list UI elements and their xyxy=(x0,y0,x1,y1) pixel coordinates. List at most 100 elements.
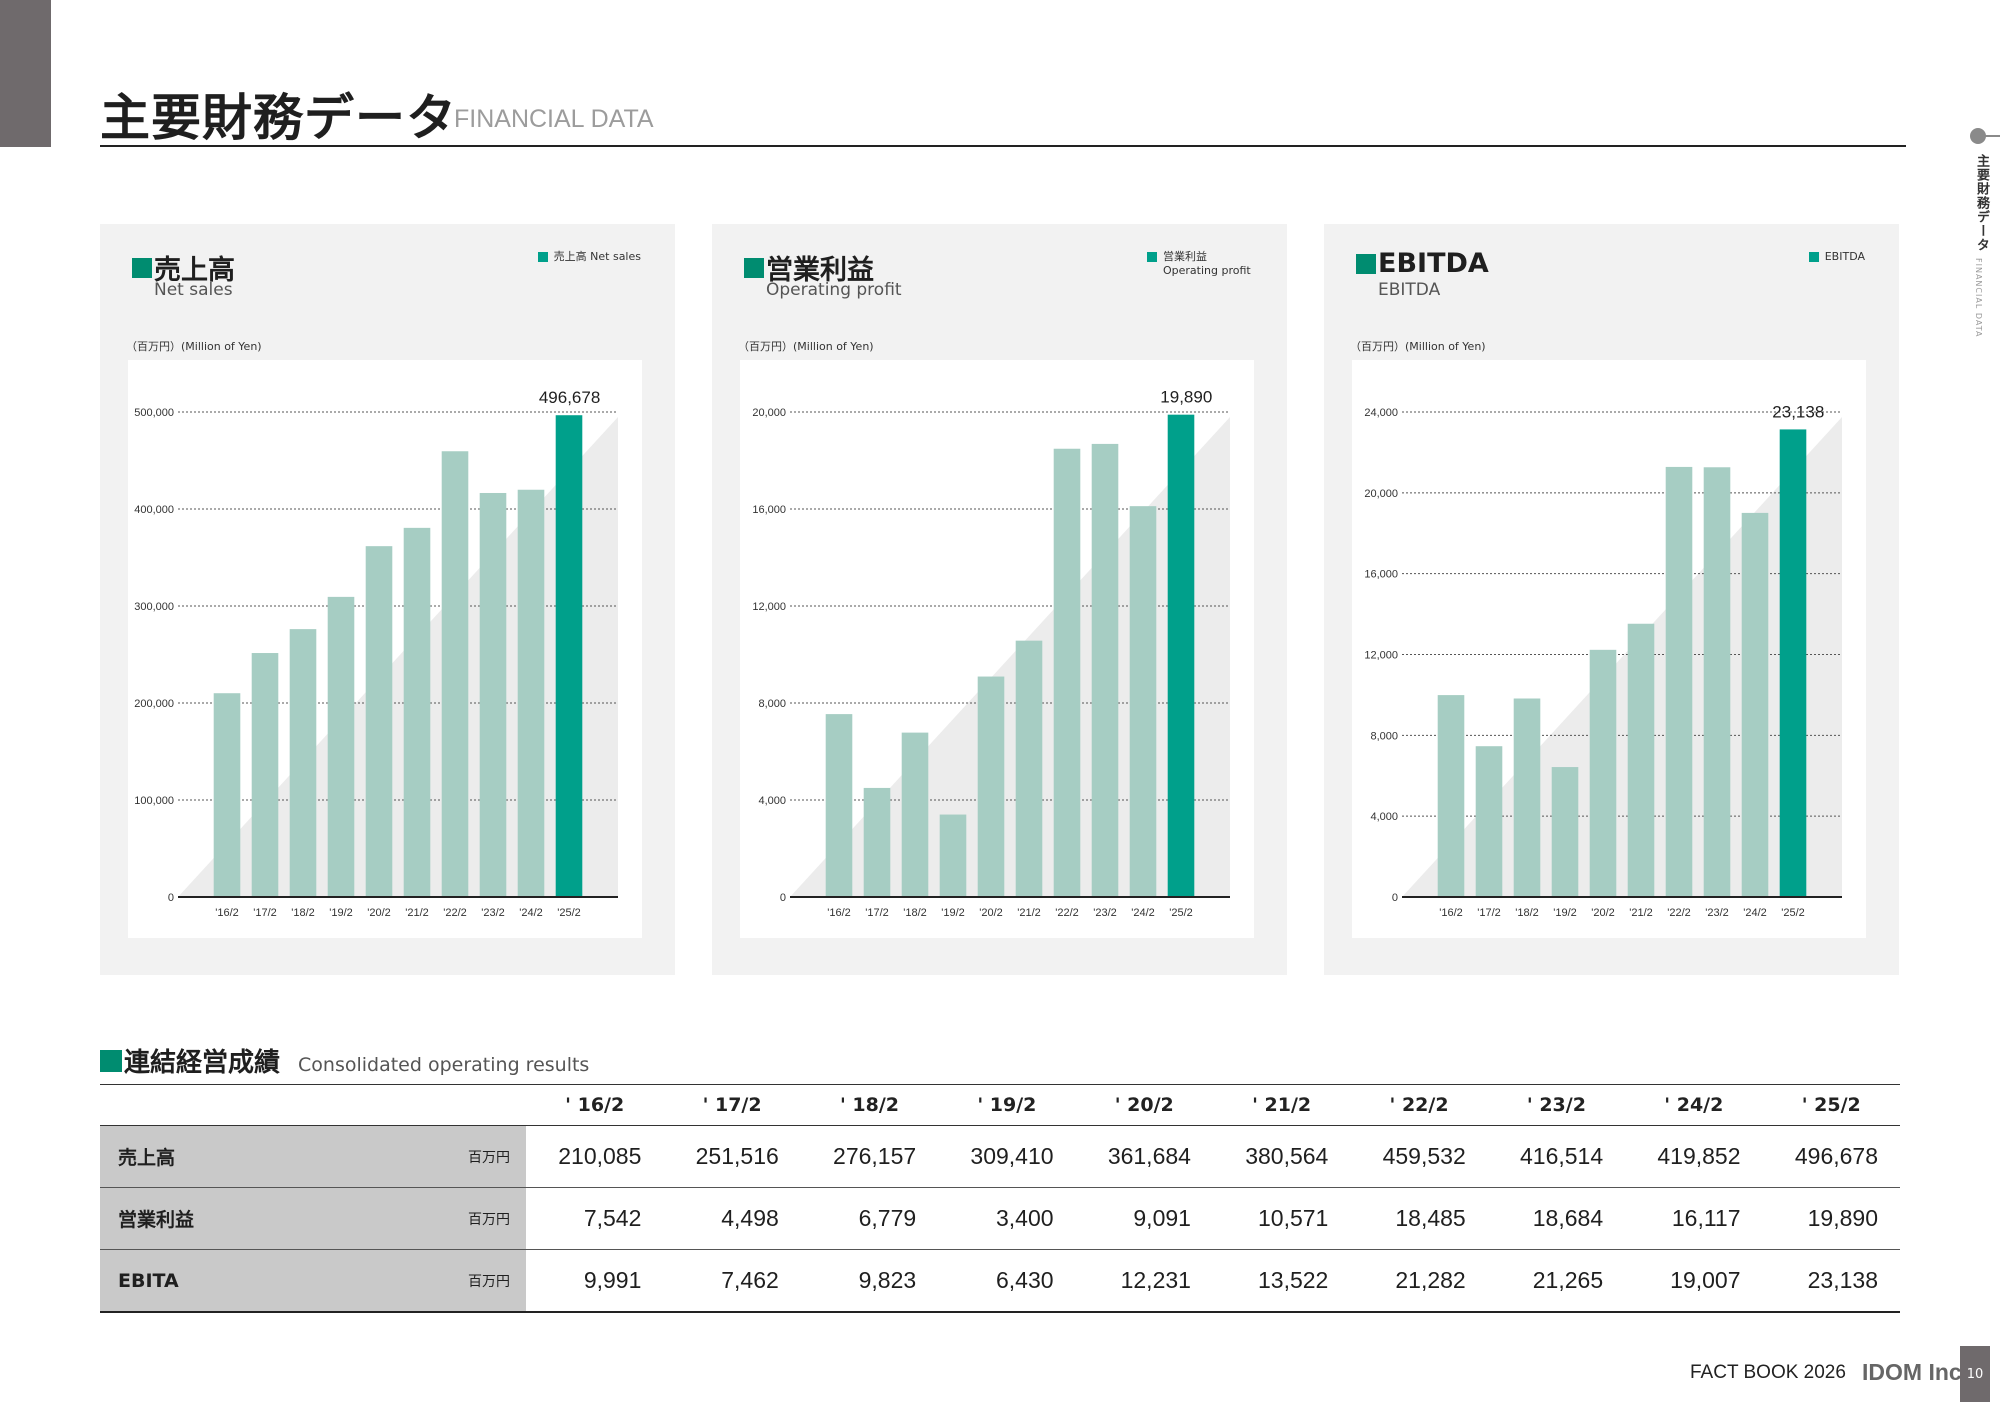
section-title: 連結経営成績 xyxy=(124,1048,281,1078)
table-cell: 19,890 xyxy=(1762,1187,1900,1250)
table-cell: 9,823 xyxy=(800,1249,939,1313)
x-tick-label: '16/2 xyxy=(827,907,851,919)
side-nav-line xyxy=(1978,135,2000,137)
bar xyxy=(1741,512,1769,897)
table-cell: 361,684 xyxy=(1075,1125,1213,1188)
table-cell: 251,516 xyxy=(663,1125,801,1188)
table-cell: 6,779 xyxy=(800,1187,939,1250)
bar xyxy=(1703,467,1731,897)
row-label: 売上高 xyxy=(100,1125,458,1188)
bar xyxy=(1167,414,1195,897)
y-tick-label: 16,000 xyxy=(752,504,786,516)
bar xyxy=(289,629,317,897)
legend-label: 営業利益 Operating profit xyxy=(1163,250,1251,277)
panel-title: 営業利益 xyxy=(744,248,874,287)
bar xyxy=(251,653,279,897)
year-header: ' 22/2 xyxy=(1350,1084,1488,1126)
legend-label: EBITDA xyxy=(1824,250,1865,263)
row-unit: 百万円 xyxy=(458,1249,526,1313)
bar xyxy=(939,814,967,897)
y-tick-label: 12,000 xyxy=(752,601,786,613)
x-tick-label: '20/2 xyxy=(367,907,391,919)
y-tick-label: 300,000 xyxy=(134,601,174,613)
x-tick-label: '17/2 xyxy=(253,907,277,919)
bar xyxy=(555,415,583,897)
panel-title-text: 営業利益 xyxy=(766,255,874,286)
panel-title-text: 売上高 xyxy=(154,255,235,286)
table-cell: 18,684 xyxy=(1487,1187,1626,1250)
x-tick-label: '16/2 xyxy=(1439,907,1463,919)
y-tick-label: 16,000 xyxy=(1364,569,1398,581)
bar xyxy=(327,596,355,897)
x-tick-label: '25/2 xyxy=(557,907,581,919)
corner-tab xyxy=(0,0,51,147)
x-tick-label: '23/2 xyxy=(481,907,505,919)
y-tick-label: 400,000 xyxy=(134,504,174,516)
bar xyxy=(863,787,891,897)
bar xyxy=(1551,767,1579,897)
panel-subtitle: EBITDA xyxy=(1378,280,1441,300)
y-tick-label: 8,000 xyxy=(1370,730,1398,742)
trend-wedge xyxy=(178,417,618,897)
x-tick-label: '21/2 xyxy=(1017,907,1041,919)
chart-operating-profit: 0 4,000 8,000 12,000 16,000 20,000 '16/2 '17/2 '… xyxy=(740,360,1254,938)
table-cell: 7,462 xyxy=(663,1249,801,1313)
legend-swatch-icon xyxy=(537,252,548,262)
x-tick-label: '22/2 xyxy=(443,907,467,919)
bar xyxy=(441,451,469,897)
highlight-value-label: 23,138 xyxy=(1772,402,1824,421)
trend-wedge xyxy=(1402,417,1842,897)
table-cell: 9,091 xyxy=(1075,1187,1213,1250)
y-tick-label: 100,000 xyxy=(134,795,174,807)
table-cell: 21,282 xyxy=(1350,1249,1488,1313)
y-tick-label: 0 xyxy=(780,892,786,904)
chart-ebitda-svg: 0 4,000 8,000 12,000 16,000 20,000 24,000 '16/2… xyxy=(1364,402,1842,919)
table-header-blank xyxy=(100,1084,458,1126)
bar xyxy=(479,492,507,897)
x-tick-label: '23/2 xyxy=(1093,907,1117,919)
panel-ebitda: EBITDA EBITDA EBITDA （百万円）(Million of Ye… xyxy=(1324,224,1899,975)
x-tick-label: '21/2 xyxy=(405,907,429,919)
table-row: 営業利益 百万円 7,542 4,498 6,779 3,400 9,091 1… xyxy=(100,1187,1900,1250)
bar xyxy=(1053,448,1081,897)
y-tick-label: 200,000 xyxy=(134,698,174,710)
table-row: 売上高 百万円 210,085 251,516 276,157 309,410 … xyxy=(100,1125,1900,1188)
table-cell: 23,138 xyxy=(1762,1249,1900,1313)
row-label: EBITA xyxy=(100,1249,458,1313)
y-tick-label: 4,000 xyxy=(758,795,786,807)
page-subtitle: FINANCIAL DATA xyxy=(454,105,654,133)
chart-legend: EBITDA xyxy=(1808,250,1865,264)
chart-ebitda: 0 4,000 8,000 12,000 16,000 20,000 24,000 '16/2… xyxy=(1352,360,1866,938)
legend-swatch-icon xyxy=(1147,252,1157,262)
bar xyxy=(1015,640,1043,897)
chart-legend: 営業利益 Operating profit xyxy=(1147,250,1253,278)
x-tick-label: '18/2 xyxy=(1515,907,1539,919)
x-tick-label: '17/2 xyxy=(865,907,889,919)
bar xyxy=(825,714,853,897)
trend-wedge xyxy=(790,417,1230,897)
x-tick-label: '23/2 xyxy=(1705,907,1729,919)
bar xyxy=(1513,698,1541,897)
footer-book-title: FACT BOOK 2026 xyxy=(1690,1362,1846,1383)
y-tick-label: 500,000 xyxy=(134,407,174,419)
panel-subtitle: Net sales xyxy=(154,280,233,300)
x-tick-label: '24/2 xyxy=(1131,907,1155,919)
panel-operating-profit: 営業利益 Operating profit 営業利益 Operating pro… xyxy=(712,224,1287,975)
table-cell: 13,522 xyxy=(1212,1249,1351,1313)
table-cell: 496,678 xyxy=(1762,1125,1900,1188)
bar xyxy=(1437,695,1465,897)
highlight-value-label: 19,890 xyxy=(1160,388,1212,407)
table-header-row: ' 16/2 ' 17/2 ' 18/2 ' 19/2 ' 20/2 ' 21/… xyxy=(100,1084,1900,1126)
chart-legend: 売上高 Net sales xyxy=(537,250,641,264)
bar xyxy=(1627,623,1655,897)
y-tick-label: 0 xyxy=(168,892,174,904)
chart-operating-profit-svg: 0 4,000 8,000 12,000 16,000 20,000 '16/2 '17/2 '… xyxy=(752,388,1230,919)
legend-label: 売上高 Net sales xyxy=(553,250,641,263)
table-cell: 4,498 xyxy=(663,1187,801,1250)
x-tick-label: '17/2 xyxy=(1477,907,1501,919)
x-tick-label: '16/2 xyxy=(215,907,239,919)
y-tick-label: 20,000 xyxy=(752,407,786,419)
x-tick-label: '20/2 xyxy=(1591,907,1615,919)
table-cell: 416,514 xyxy=(1487,1125,1626,1188)
table-cell: 18,485 xyxy=(1350,1187,1488,1250)
